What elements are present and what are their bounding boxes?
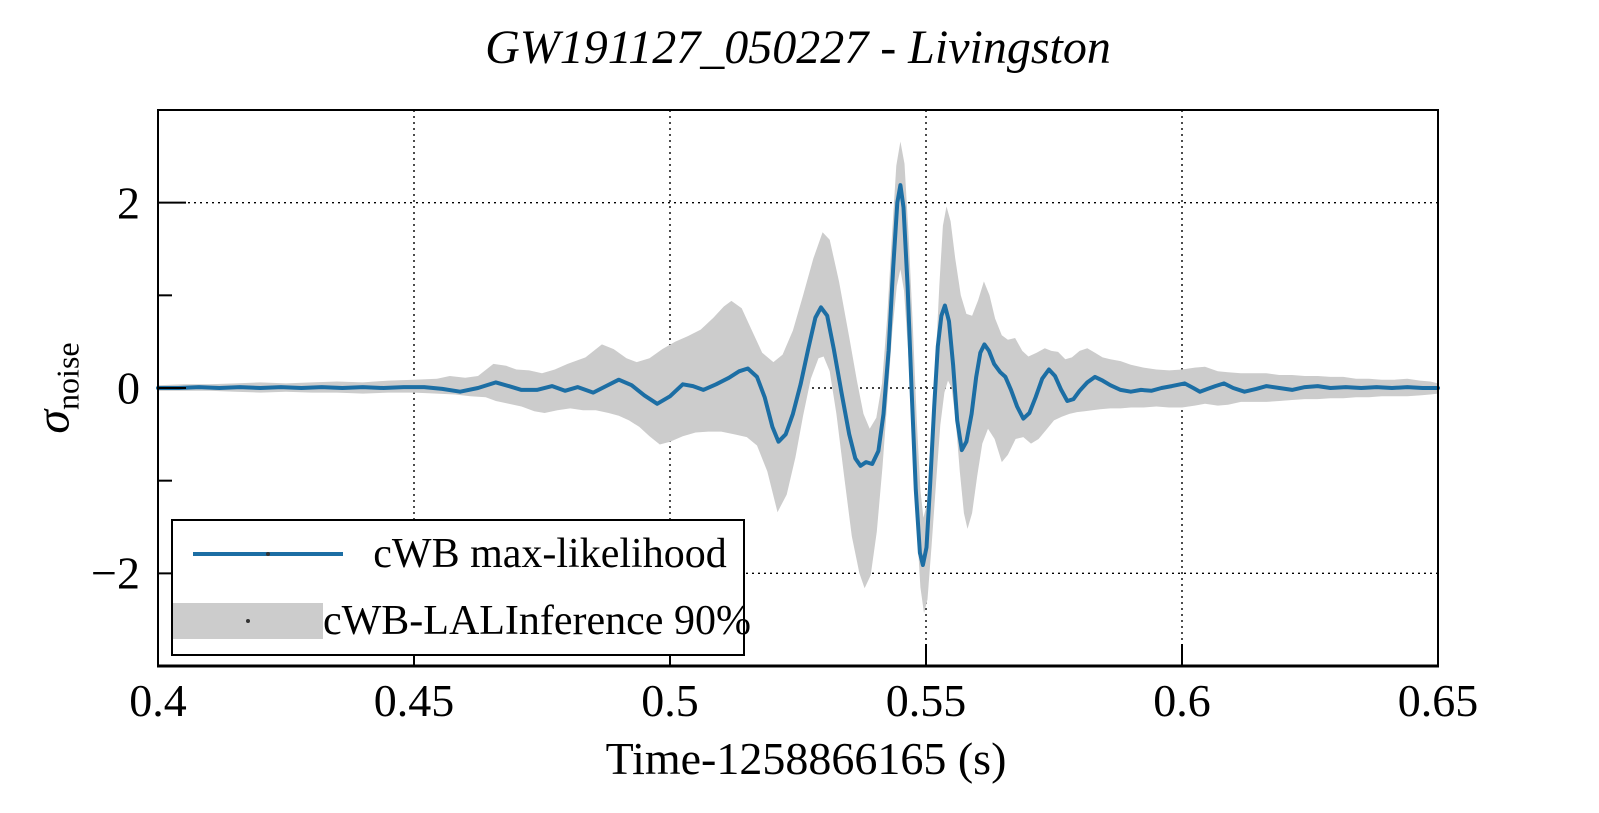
sigma-subscript: noise (49, 342, 86, 410)
y-tick-label: −2 (91, 547, 140, 599)
legend-entry-label: cWB max-likelihood (373, 531, 727, 578)
x-tick-label: 0.65 (1397, 675, 1479, 726)
legend-entry-band: cWB-LALInference 90% (173, 588, 751, 655)
legend-marker-dot (246, 618, 250, 623)
legend-line-swatch (193, 552, 343, 557)
legend-marker-dot (266, 552, 270, 557)
sigma-symbol: σ (26, 409, 80, 434)
y-tick-label: 2 (117, 177, 140, 229)
y-tick-label: 0 (117, 362, 140, 414)
confidence-band (158, 141, 1438, 614)
y-axis-title: σnoise (25, 342, 86, 433)
plot-title: GW191127_050227 - Livingston (485, 21, 1111, 74)
legend: cWB max-likelihood cWB-LALInference 90% (171, 519, 751, 656)
x-tick-label: 0.45 (373, 675, 455, 726)
x-axis-title: Time-1258866165 (s) (605, 733, 1007, 784)
x-tick-label: 0.6 (1153, 675, 1211, 726)
legend-entry-label: cWB-LALInference 90% (323, 597, 751, 644)
legend-band-swatch (173, 602, 323, 639)
legend-entry-line: cWB max-likelihood (173, 521, 743, 588)
x-tick-label: 0.5 (641, 675, 699, 726)
legend-swatch-area (173, 552, 363, 557)
x-tick-label: 0.55 (885, 675, 967, 726)
waveform-line (156, 183, 1440, 567)
x-tick-label: 0.4 (129, 675, 187, 726)
legend-swatch-area (173, 602, 323, 639)
